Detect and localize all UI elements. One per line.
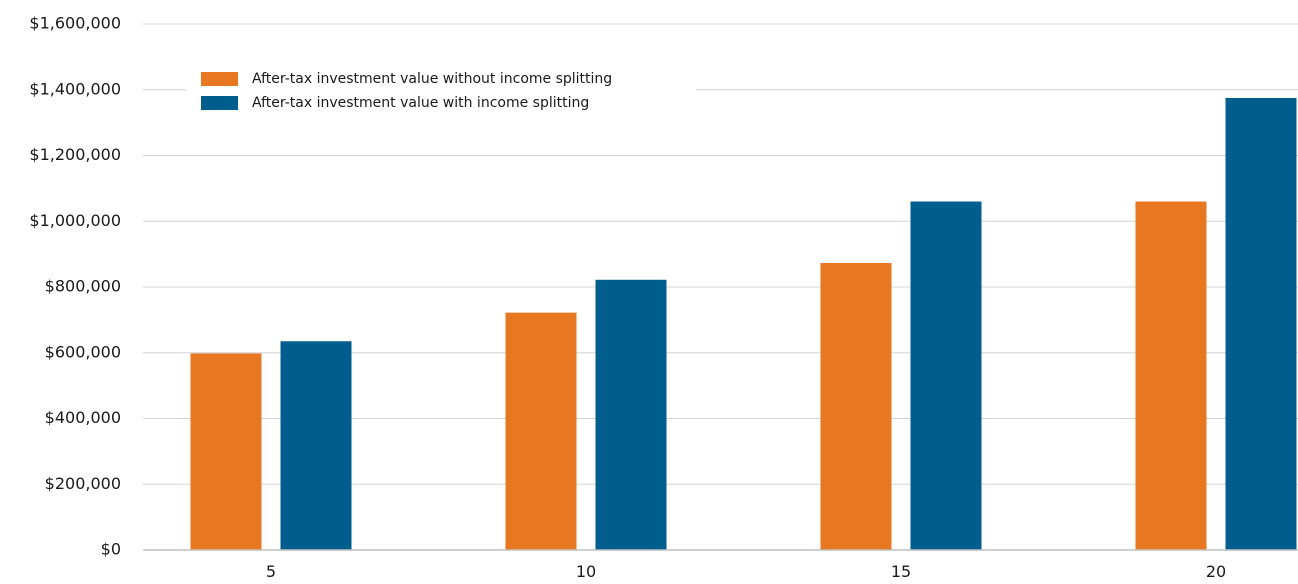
bar-with-splitting-5 [280,341,352,550]
bar-with-splitting-20 [1225,97,1297,550]
y-tick-label: $200,000 [45,474,121,493]
y-tick-label: $1,600,000 [29,14,121,33]
bar-without-splitting-10 [505,312,577,550]
bar-without-splitting-5 [190,353,262,550]
x-tick-label: 15 [891,562,911,581]
bar-with-splitting-10 [595,279,667,550]
y-tick-label: $1,000,000 [29,211,121,230]
x-axis-tick-labels: 5 10 15 20 [266,562,1226,581]
bar-with-splitting-15 [910,201,982,550]
legend-label-with-splitting: After-tax investment value with income s… [252,95,589,111]
y-tick-label: $1,200,000 [29,145,121,164]
bars [190,97,1297,550]
legend-swatch-with-splitting [201,96,238,110]
y-tick-label: $600,000 [45,342,121,361]
x-tick-label: 10 [576,562,596,581]
x-tick-label: 5 [266,562,276,581]
x-tick-label: 20 [1206,562,1226,581]
y-tick-label: $1,400,000 [29,79,121,98]
y-tick-label: $400,000 [45,408,121,427]
legend: After-tax investment value without incom… [186,64,696,116]
legend-background [186,64,696,116]
bar-without-splitting-20 [1135,201,1207,550]
legend-label-without-splitting: After-tax investment value without incom… [252,71,612,87]
y-axis-tick-labels: $0 $200,000 $400,000 $600,000 $800,000 $1,000… [29,14,121,559]
legend-swatch-without-splitting [201,72,238,86]
y-tick-label: $800,000 [45,277,121,296]
bar-without-splitting-15 [820,263,892,550]
y-tick-label: $0 [101,540,121,559]
